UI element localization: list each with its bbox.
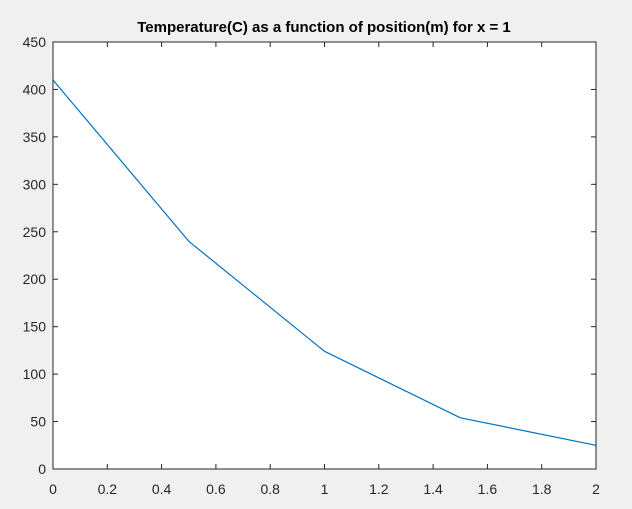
- y-tick-label: 250: [23, 224, 47, 240]
- x-tick-label: 0: [49, 481, 57, 497]
- x-tick-label: 0.8: [260, 481, 280, 497]
- x-tick-label: 2: [592, 481, 600, 497]
- axes-frame: [52, 41, 597, 470]
- y-tick-label: 50: [30, 414, 46, 430]
- chart-title: Temperature(C) as a function of position…: [137, 19, 511, 36]
- x-tick-label: 0.4: [152, 481, 172, 497]
- x-tick-label: 0.2: [98, 481, 118, 497]
- x-tick-label: 1.8: [532, 481, 552, 497]
- x-tick-label: 1.6: [478, 481, 498, 497]
- y-tick-label: 350: [23, 129, 47, 145]
- y-tick-label: 150: [23, 319, 47, 335]
- y-tick-label: 300: [23, 176, 47, 192]
- y-tick-label: 0: [38, 461, 46, 477]
- tick-labels: 0 0.2 0.4 0.6 0.8 1 1.2 1.4 1.6 1.8 2 0 50 100 150 200 2…: [23, 34, 600, 497]
- plot-area: [52, 79, 597, 446]
- y-tick-label: 100: [23, 366, 47, 382]
- y-tick-label: 200: [23, 271, 47, 287]
- x-tick-label: 1: [321, 481, 329, 497]
- x-tick-label: 0.6: [206, 481, 226, 497]
- x-tick-label: 1.2: [369, 481, 389, 497]
- x-tick-label: 1.4: [423, 481, 443, 497]
- y-tick-label: 450: [23, 34, 47, 50]
- series-line-1: [52, 79, 597, 446]
- axes-background: [53, 42, 596, 469]
- y-tick-label: 400: [23, 81, 47, 97]
